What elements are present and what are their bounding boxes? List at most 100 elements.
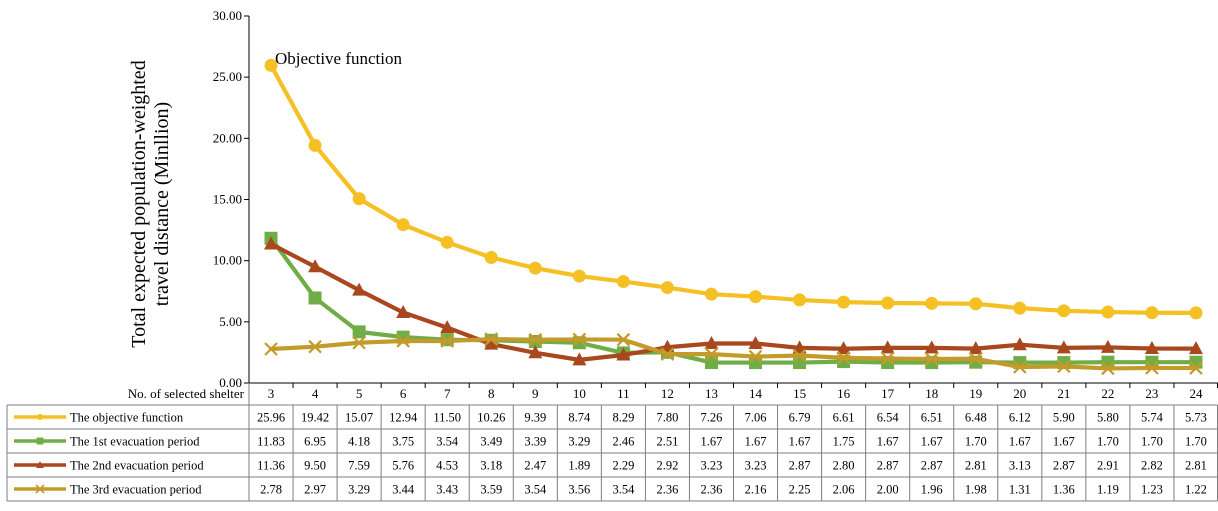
table-cell: 1.96: [921, 483, 943, 497]
data-point: [308, 339, 322, 354]
x-tick-label: 5: [356, 386, 363, 401]
table-series-name: The objective function: [70, 411, 184, 425]
y-tick-label: 5.00: [219, 314, 242, 329]
series-line: [268, 336, 1199, 371]
series-line: [268, 241, 1199, 362]
table-cell: 2.80: [833, 459, 855, 473]
table-cell: 2.06: [833, 483, 855, 497]
table-cell: 6.54: [877, 411, 900, 425]
table-cell: 1.67: [789, 435, 811, 449]
table-cell: 1.67: [921, 435, 943, 449]
data-point: [440, 334, 454, 348]
data-point: [1145, 306, 1159, 320]
table-cell: 1.22: [1185, 483, 1207, 497]
data-point: [1189, 306, 1203, 320]
table-cell: 2.47: [524, 459, 546, 473]
data-point: [1188, 341, 1203, 355]
data-point: [1101, 361, 1115, 376]
data-point: [748, 335, 763, 349]
data-point: [836, 351, 851, 365]
legend-key-marker: [37, 414, 43, 420]
table-cell: 2.91: [1097, 459, 1119, 473]
table-cell: 6.79: [789, 411, 811, 425]
data-point: [924, 352, 939, 366]
table-cell: 7.80: [656, 411, 678, 425]
table-cell: 3.54: [612, 483, 635, 497]
y-tick-label: 30.00: [213, 8, 242, 23]
x-tick-label: 4: [312, 386, 319, 401]
x-tick-label: 23: [1145, 386, 1158, 401]
table-cell: 3.29: [348, 483, 370, 497]
table-cell: 1.19: [1097, 483, 1119, 497]
data-point: [792, 340, 807, 354]
table-cell: 5.90: [1053, 411, 1075, 425]
table-cell: 6.48: [965, 411, 987, 425]
table-cell: 1.67: [877, 435, 899, 449]
table-cell: 19.42: [301, 411, 329, 425]
table-cell: 25.96: [257, 411, 285, 425]
table-cell: 1.89: [568, 459, 590, 473]
table-cell: 6.95: [304, 435, 326, 449]
data-point: [1013, 360, 1027, 374]
data-point: [528, 345, 543, 359]
table-cell: 3.29: [568, 435, 590, 449]
table-cell: 2.51: [656, 435, 678, 449]
y-tick-label: 0.00: [219, 375, 242, 390]
table-cell: 7.06: [745, 411, 767, 425]
table-cell: 5.73: [1185, 411, 1207, 425]
table-cell: 1.70: [1141, 435, 1163, 449]
data-point: [704, 347, 719, 361]
table-cell: 5.76: [392, 459, 414, 473]
data-point: [484, 336, 499, 350]
data-point: [836, 341, 851, 355]
y-axis-title-line1: Total expected population-weighted: [128, 60, 150, 347]
data-point: [440, 235, 454, 249]
data-point: [1057, 304, 1071, 318]
table-cell: 2.36: [656, 483, 678, 497]
table-cell: 10.26: [477, 411, 505, 425]
data-point: [264, 58, 278, 72]
table-cell: 4.18: [348, 435, 370, 449]
data-point: [792, 348, 807, 363]
data-point: [528, 332, 543, 347]
data-point: [1144, 341, 1159, 355]
table-cell: 6.61: [833, 411, 855, 425]
data-point: [572, 352, 587, 366]
legend-key-marker: [36, 461, 44, 468]
data-point: [484, 332, 499, 346]
table-cell: 5.74: [1141, 411, 1164, 425]
table-cell: 2.87: [921, 459, 943, 473]
table-cell: 1.67: [1009, 435, 1031, 449]
table-cell: 2.82: [1141, 459, 1163, 473]
data-point: [969, 297, 983, 311]
x-tick-label: 18: [925, 386, 938, 401]
table-cell: 11.83: [257, 435, 285, 449]
data-point: [748, 349, 763, 364]
table-cell: 2.00: [877, 483, 899, 497]
data-point: [264, 236, 279, 250]
table-cell: 2.97: [304, 483, 326, 497]
table-cell: 2.87: [877, 459, 899, 473]
table-cell: 3.39: [524, 435, 546, 449]
series-line: [268, 63, 1199, 316]
x-tick-label: 24: [1189, 386, 1203, 401]
table-cell: 1.70: [1097, 435, 1119, 449]
table-cell: 4.53: [436, 459, 458, 473]
table-cell: 3.75: [392, 435, 414, 449]
data-point: [924, 340, 939, 354]
x-axis: 3 4 5 6 7 8 9 10 11 12 13 14 15 16 17 18 19 20 21 22 23 24: [248, 382, 1218, 401]
table-cell: 1.70: [965, 435, 987, 449]
table-row: The objective function 25.96 19.42 15.07 12.…: [14, 411, 1207, 425]
y-tick-label: 15.00: [213, 192, 242, 207]
table-series-name: The 2nd evacuation period: [70, 459, 204, 473]
table-cell: 1.98: [965, 483, 987, 497]
table-cell: 2.81: [1185, 459, 1207, 473]
data-point: [704, 335, 719, 349]
y-axis-title: Total expected population-weighted trave…: [128, 60, 173, 347]
data-point: [880, 340, 895, 354]
data-point: [925, 296, 939, 310]
x-tick-label: 11: [617, 386, 630, 401]
data-point: [308, 291, 322, 305]
data-point: [881, 296, 895, 310]
y-axis-title-line2: travel distance (Minllion): [151, 102, 173, 306]
